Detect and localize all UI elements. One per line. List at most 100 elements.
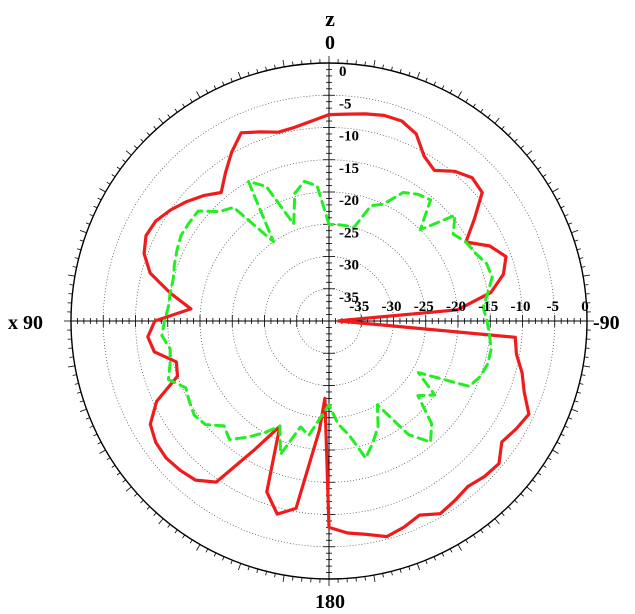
angle-tick [556, 197, 561, 201]
angle-tick [391, 66, 393, 71]
angle-tick [364, 576, 366, 581]
angle-tick [93, 433, 98, 437]
radial-label-horizontal-4: -15 [478, 299, 498, 315]
angle-tick [292, 61, 294, 66]
angle-tick [494, 518, 500, 525]
angle-tick [247, 566, 250, 571]
angle-tick [514, 499, 518, 504]
angle-tick [537, 472, 542, 476]
angle-tick [441, 552, 445, 557]
angle-tick [581, 374, 586, 376]
polar-axes [64, 56, 594, 586]
radial-label-vertical-4: -15 [339, 161, 359, 177]
angle-tick [158, 117, 164, 124]
angle-tick [568, 222, 573, 225]
angle-tick [69, 284, 74, 286]
angle-tick [532, 159, 536, 163]
radial-label-horizontal-7: 0 [581, 299, 589, 315]
angle-tick [85, 222, 90, 225]
series-group [142, 112, 531, 539]
angle-tick [472, 534, 476, 539]
angle-tick [416, 71, 421, 79]
angle-tick [507, 506, 512, 510]
angle-tick [213, 552, 217, 557]
angle-tick [174, 529, 178, 534]
radial-label-horizontal-1: -30 [382, 299, 402, 315]
angle-tick [153, 512, 157, 516]
radial-label-horizontal-3: -20 [446, 299, 466, 315]
angle-tick [140, 138, 144, 143]
angle-tick [574, 400, 579, 403]
angle-tick [222, 556, 225, 561]
angle-tick [99, 188, 106, 193]
angle-tick [542, 174, 547, 178]
angle-tick [125, 486, 132, 492]
angle-tick [571, 408, 579, 413]
angle-tick [256, 69, 259, 74]
angle-tick [373, 575, 376, 583]
radial-label-vertical-7: 0 [339, 64, 347, 80]
top-angle-label: 0 [325, 32, 335, 54]
label-group: z 0 x 90 -90 180 [8, 6, 620, 613]
angle-tick [274, 573, 276, 578]
angle-tick [79, 229, 87, 234]
left-angle-label: x 90 [8, 312, 43, 334]
angle-tick [97, 441, 102, 445]
angle-tick [134, 493, 138, 497]
angle-tick [196, 91, 201, 98]
angle-tick [256, 568, 259, 573]
angle-tick [182, 534, 186, 539]
angle-tick [205, 548, 209, 553]
angle-tick [391, 571, 393, 576]
angle-tick [237, 71, 242, 79]
angle-tick [542, 464, 547, 468]
angle-tick [579, 257, 584, 259]
angle-tick [507, 132, 512, 136]
angle-tick [494, 117, 500, 124]
angle-tick [196, 544, 201, 551]
angle-tick [433, 81, 436, 86]
angle-tick [106, 457, 111, 461]
angle-tick [67, 274, 75, 277]
angle-tick [457, 91, 462, 98]
top-axis-letter: z [325, 6, 335, 31]
angle-tick [408, 566, 411, 571]
angle-tick [583, 274, 591, 277]
angle-tick [106, 181, 111, 185]
angle-tick [125, 150, 132, 156]
angle-tick [72, 266, 77, 268]
radial-label-horizontal-5: -10 [511, 299, 531, 315]
angle-tick [237, 563, 242, 571]
angle-tick [441, 85, 445, 90]
angle-tick [99, 449, 106, 454]
angle-tick [487, 524, 491, 528]
angle-tick [167, 524, 171, 528]
angle-tick [174, 108, 178, 113]
angle-tick [189, 98, 193, 103]
angle-tick [584, 356, 589, 358]
radial-label-vertical-6: -5 [339, 96, 352, 112]
angle-tick [399, 568, 402, 573]
angle-tick [122, 159, 126, 163]
angle-tick [579, 383, 584, 385]
angle-tick [153, 126, 157, 130]
angle-tick [77, 391, 82, 394]
angle-tick [560, 205, 565, 209]
angle-tick [69, 356, 74, 358]
angle-tick [116, 472, 121, 476]
angle-tick [146, 132, 151, 136]
angle-tick [526, 150, 533, 156]
radial-label-horizontal-2: -25 [414, 299, 434, 315]
angle-tick [547, 457, 552, 461]
angle-tick [265, 66, 267, 71]
angle-tick [292, 576, 294, 581]
angle-tick [564, 214, 569, 217]
angle-tick [425, 560, 428, 565]
angle-tick [111, 174, 116, 178]
radial-label-vertical-2: -25 [339, 225, 359, 241]
angle-tick [89, 425, 94, 428]
angle-tick [146, 506, 151, 510]
angle-tick [457, 544, 462, 551]
angle-tick [552, 449, 559, 454]
